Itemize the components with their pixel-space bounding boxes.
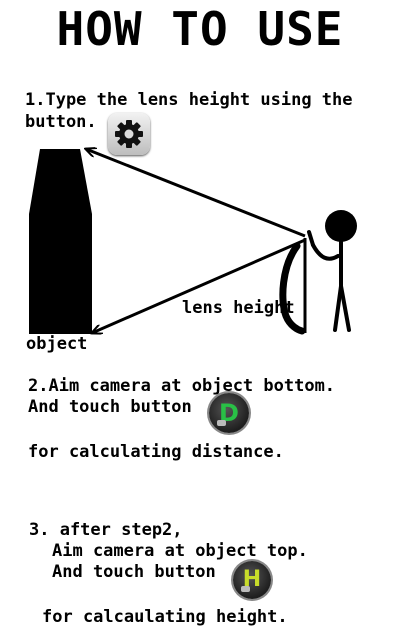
camera-icon: [217, 420, 226, 426]
gear-icon: [115, 120, 143, 148]
object-label: object: [26, 334, 88, 354]
stick-figure: [307, 210, 357, 332]
step3-line1: 3. after step2,: [29, 520, 183, 540]
sight-line-top: [86, 149, 306, 238]
distance-button-letter: D: [219, 399, 239, 427]
step3-line3: And touch button: [52, 562, 216, 582]
distance-button[interactable]: D: [209, 393, 249, 433]
camera-icon: [241, 586, 250, 592]
page-title: HOW TO USE: [56, 2, 344, 56]
lens-height-brace: [279, 242, 306, 335]
step3-line2: Aim camera at object top.: [52, 541, 308, 561]
height-button[interactable]: H: [233, 561, 271, 599]
step2-line3: for calculating distance.: [28, 442, 284, 462]
step3-line4: for calcaulating height.: [42, 607, 288, 627]
settings-button[interactable]: [108, 113, 150, 155]
step1-line1: 1.Type the lens height using the: [25, 90, 353, 110]
step2-line1: 2.Aim camera at object bottom.: [28, 376, 336, 396]
height-button-letter: H: [242, 567, 262, 592]
step2-line2: And touch button: [28, 397, 192, 417]
sight-line-bottom: [92, 238, 306, 333]
lens-height-label: lens height: [182, 298, 295, 318]
step1-line2: button.: [25, 112, 97, 132]
object-shape: [29, 149, 92, 334]
